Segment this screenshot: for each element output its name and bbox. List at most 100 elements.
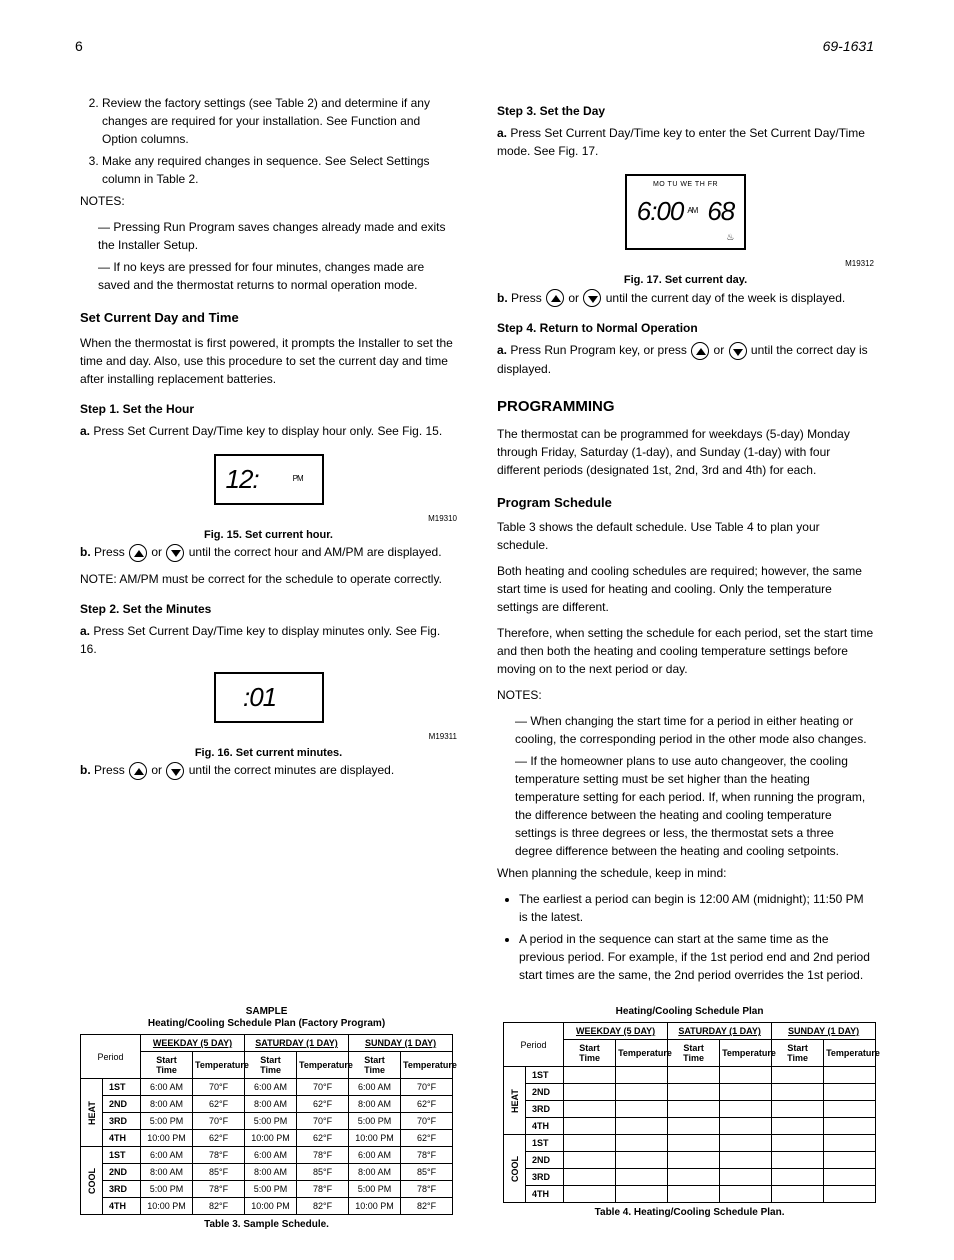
intro-item-1: Review the factory settings (see Table 2… — [102, 94, 457, 148]
period-cell: 2ND — [103, 1164, 141, 1181]
period-cell: 2ND — [526, 1152, 564, 1169]
table-cell — [772, 1118, 824, 1135]
table-cell: 5:00 PM — [245, 1113, 297, 1130]
table-cell — [772, 1135, 824, 1152]
table-cell — [772, 1186, 824, 1203]
table-cell — [720, 1152, 772, 1169]
table-cell — [824, 1118, 876, 1135]
t4-gh-1: WEEKDAY (5 DAY) — [564, 1023, 668, 1040]
page-number: 6 — [75, 38, 83, 54]
t3-gh-1: WEEKDAY (5 DAY) — [141, 1035, 245, 1052]
period-cell: 4TH — [103, 1198, 141, 1215]
side-label: HEAT — [504, 1067, 526, 1135]
table-cell: 78°F — [401, 1181, 453, 1198]
table-cell: 10:00 PM — [141, 1130, 193, 1147]
table-cell — [668, 1118, 720, 1135]
lcd-time-value: 6:00 — [637, 192, 684, 231]
period-label: Period — [81, 1035, 141, 1079]
table-cell: 5:00 PM — [141, 1181, 193, 1198]
lcd-days-row: MO TU WE TH FR — [637, 180, 735, 191]
up-arrow-icon — [691, 342, 709, 360]
note3-1: — When changing the start time for a per… — [515, 712, 874, 748]
t3-sh-4: Temperature — [297, 1052, 349, 1079]
table-cell: 8:00 AM — [245, 1164, 297, 1181]
table-cell — [564, 1084, 616, 1101]
table-cell — [564, 1135, 616, 1152]
notes-label: NOTES: — [80, 194, 125, 208]
table-cell: 85°F — [297, 1164, 349, 1181]
down-arrow-icon — [729, 342, 747, 360]
period-cell: 4TH — [103, 1130, 141, 1147]
table-cell: 82°F — [193, 1198, 245, 1215]
table-cell: 8:00 AM — [245, 1096, 297, 1113]
table-cell: 6:00 AM — [245, 1079, 297, 1096]
period-cell: 3RD — [103, 1113, 141, 1130]
period-cell: 4TH — [526, 1186, 564, 1203]
fig15-caption: Fig. 15. Set current hour. — [80, 527, 457, 544]
table-cell: 70°F — [297, 1079, 349, 1096]
period-cell: 3RD — [526, 1169, 564, 1186]
table4: Period WEEKDAY (5 DAY) SATURDAY (1 DAY) … — [503, 1022, 876, 1203]
set-day-time-intro: When the thermostat is first powered, it… — [80, 334, 457, 388]
table-cell — [824, 1101, 876, 1118]
lcd-temp-value: 68 — [707, 192, 734, 231]
table3-wrap: SAMPLE Heating/Cooling Schedule Plan (Fa… — [80, 1006, 453, 1230]
table3-caption: Table 3. Sample Schedule. — [80, 1219, 453, 1230]
side-label: HEAT — [81, 1079, 103, 1147]
step2-b: b. Press or until the correct minutes ar… — [80, 761, 457, 780]
table-cell — [668, 1152, 720, 1169]
flame-icon: ♨ — [637, 231, 735, 245]
table-cell: 5:00 PM — [245, 1181, 297, 1198]
table-cell: 62°F — [297, 1130, 349, 1147]
period-cell: 3RD — [103, 1181, 141, 1198]
note3-2: — If the homeowner plans to use auto cha… — [515, 752, 874, 860]
period-cell: 2ND — [526, 1084, 564, 1101]
table-cell — [616, 1186, 668, 1203]
table-cell — [616, 1084, 668, 1101]
table-cell — [616, 1135, 668, 1152]
ps-p2: Both heating and cooling schedules are r… — [497, 562, 874, 616]
table-cell — [564, 1152, 616, 1169]
down-arrow-icon — [166, 544, 184, 562]
up-arrow-icon — [129, 762, 147, 780]
lcd-pm-label: PM — [293, 473, 303, 485]
t4-gh-2: SATURDAY (1 DAY) — [668, 1023, 772, 1040]
notes3-label: NOTES: — [497, 688, 542, 702]
period-cell: 1ST — [526, 1135, 564, 1152]
table-cell — [720, 1186, 772, 1203]
note2: NOTE: AM/PM must be correct for the sche… — [80, 570, 457, 588]
table-cell — [772, 1169, 824, 1186]
table4-wrap: Heating/Cooling Schedule Plan Period WEE… — [503, 1006, 876, 1230]
table-cell — [564, 1186, 616, 1203]
table-cell — [720, 1169, 772, 1186]
table-cell: 78°F — [193, 1147, 245, 1164]
table-cell: 62°F — [401, 1096, 453, 1113]
program-schedule-heading: Program Schedule — [497, 493, 874, 513]
table-cell: 6:00 AM — [245, 1147, 297, 1164]
step3-a: a. Press Set Current Day/Time key to ent… — [497, 124, 874, 160]
table4-caption: Table 4. Heating/Cooling Schedule Plan. — [503, 1207, 876, 1218]
table-cell — [616, 1067, 668, 1084]
table3: Period WEEKDAY (5 DAY) SATURDAY (1 DAY) … — [80, 1034, 453, 1215]
table-cell: 10:00 PM — [349, 1130, 401, 1147]
fig15-code: M19310 — [80, 513, 457, 525]
table-cell: 6:00 AM — [349, 1147, 401, 1164]
step4-a: a. Press Run Program key, or press or un… — [497, 341, 874, 378]
table4-title: Heating/Cooling Schedule Plan — [503, 1006, 876, 1018]
table-cell: 70°F — [193, 1113, 245, 1130]
t3-sh-5: StartTime — [349, 1052, 401, 1079]
intro-item-2: Make any required changes in sequence. S… — [102, 152, 457, 188]
period-cell: 1ST — [103, 1079, 141, 1096]
table-cell: 6:00 AM — [141, 1079, 193, 1096]
table-cell: 82°F — [401, 1198, 453, 1215]
step2-heading: Step 2. Set the Minutes — [80, 600, 457, 618]
table-cell: 70°F — [297, 1113, 349, 1130]
table-cell — [772, 1101, 824, 1118]
table-cell — [616, 1169, 668, 1186]
table-cell — [824, 1186, 876, 1203]
table-cell — [668, 1135, 720, 1152]
step1-heading: Step 1. Set the Hour — [80, 400, 457, 418]
table-cell: 78°F — [401, 1147, 453, 1164]
step3-b: b. Press or until the current day of the… — [497, 289, 874, 308]
table-cell: 62°F — [193, 1130, 245, 1147]
